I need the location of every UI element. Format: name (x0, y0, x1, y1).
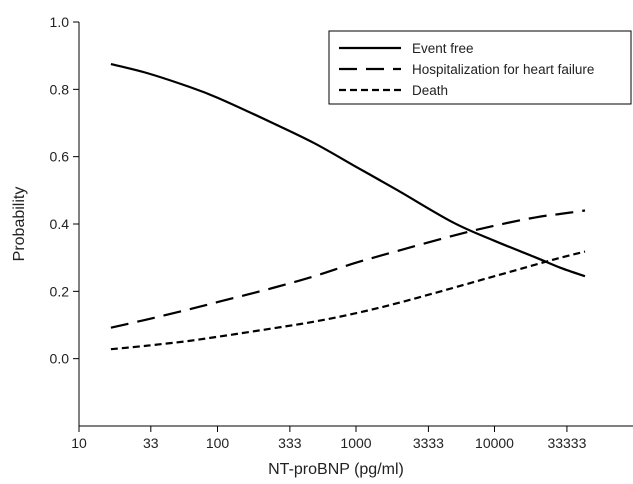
legend-label: Death (412, 83, 448, 98)
x-axis-ticks: 10 33 100 333 1000 3333 10000 33333 (71, 426, 587, 451)
legend-box (328, 30, 632, 105)
y-tick-label: 0.6 (50, 149, 70, 165)
x-tick-label: 10 (71, 435, 87, 451)
x-tick-label: 3333 (413, 435, 444, 451)
x-tick-label: 100 (206, 435, 230, 451)
legend-label: Event free (412, 41, 474, 56)
series-line-0 (110, 63, 586, 278)
legend-label: Hospitalization for heart failure (412, 62, 594, 77)
y-tick-label: 1.0 (50, 14, 70, 30)
x-tick-label: 33333 (547, 435, 586, 451)
x-tick-label: 33 (143, 435, 159, 451)
x-tick-label: 1000 (340, 435, 371, 451)
x-axis-title: NT-proBNP (pg/ml) (268, 461, 404, 478)
series-line-1 (110, 209, 586, 329)
x-tick-label: 10000 (475, 435, 514, 451)
y-axis-title: Probability (11, 187, 28, 262)
series-lines (110, 63, 586, 351)
y-axis-ticks: 0.0 0.2 0.4 0.6 0.8 1.0 (50, 14, 79, 367)
legend: Event free Hospitalization for heart fail… (328, 30, 632, 105)
x-tick-label: 333 (278, 435, 302, 451)
y-tick-label: 0.0 (50, 351, 70, 367)
series-line-2 (110, 250, 586, 351)
y-tick-label: 0.2 (50, 283, 70, 299)
y-tick-label: 0.8 (50, 81, 70, 97)
y-tick-label: 0.4 (50, 216, 70, 232)
